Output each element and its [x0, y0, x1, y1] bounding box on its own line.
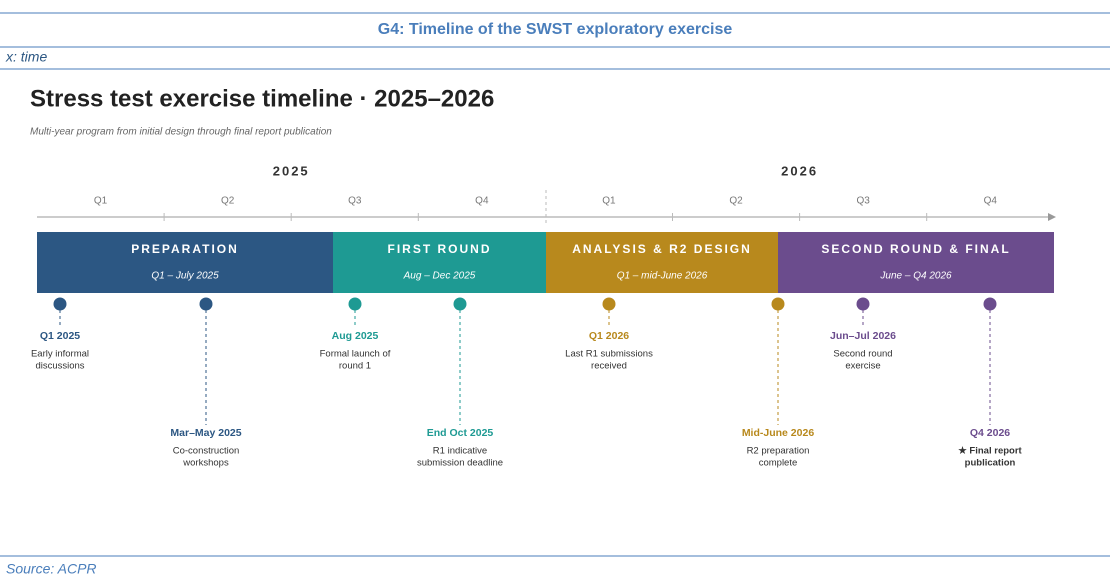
- milestone-dot: [983, 297, 997, 311]
- quarter-label: Q4: [475, 196, 489, 207]
- milestone-text: R2 preparation: [747, 446, 810, 457]
- milestone-dot: [856, 297, 870, 311]
- phase-period: Q1 – mid-June 2026: [617, 271, 708, 282]
- phase-name: SECOND ROUND & FINAL: [821, 242, 1010, 256]
- milestone-text: Formal launch of: [320, 349, 391, 360]
- milestone-text: publication: [965, 458, 1016, 469]
- quarter-label: Q3: [348, 196, 362, 207]
- year-label: 2026: [781, 163, 818, 178]
- year-label: 2025: [273, 163, 310, 178]
- diagram-title: Stress test exercise timeline · 2025–202…: [30, 85, 494, 112]
- quarter-label: Q3: [856, 196, 870, 207]
- axis-arrow: [1048, 213, 1056, 221]
- phase-name: ANALYSIS & R2 DESIGN: [572, 242, 752, 256]
- milestone-date: Q4 2026: [970, 427, 1010, 439]
- milestone-text: R1 indicative: [433, 446, 487, 457]
- milestone-dot: [453, 297, 467, 311]
- milestone-text: exercise: [845, 361, 880, 372]
- milestone-date: End Oct 2025: [427, 427, 494, 439]
- milestone-text: complete: [759, 458, 798, 469]
- quarter-label: Q4: [984, 196, 998, 207]
- milestone-date: Aug 2025: [332, 330, 379, 342]
- phase-name: FIRST ROUND: [388, 242, 492, 256]
- milestone-date: Mar–May 2025: [170, 427, 241, 439]
- source: Source: ACPR: [6, 561, 97, 575]
- quarter-label: Q2: [729, 196, 743, 207]
- milestone-text: discussions: [35, 361, 84, 372]
- milestone-date: Q1 2026: [589, 330, 629, 342]
- diagram-subtitle: Multi-year program from initial design t…: [30, 127, 332, 138]
- milestone-date: Mid-June 2026: [742, 427, 815, 439]
- milestone-dot: [602, 297, 616, 311]
- milestone-text: workshops: [182, 458, 229, 469]
- milestone-dot: [53, 297, 67, 311]
- milestone-text: round 1: [339, 361, 371, 372]
- milestone-dot: [348, 297, 362, 311]
- milestone-text: Second round: [833, 349, 892, 360]
- milestone-text: submission deadline: [417, 458, 503, 469]
- phase-name: PREPARATION: [131, 242, 239, 256]
- phase-period: Aug – Dec 2025: [403, 271, 476, 282]
- milestone-text: Co-construction: [173, 446, 240, 457]
- phase-bar: [333, 232, 546, 293]
- phase-bar: [546, 232, 778, 293]
- milestone-text: Last R1 submissions: [565, 349, 653, 360]
- milestone-text: Early informal: [31, 349, 89, 360]
- phase-period: Q1 – July 2025: [151, 271, 219, 282]
- milestone-date: Q1 2025: [40, 330, 80, 342]
- phase-bar: [37, 232, 333, 293]
- milestone-dot: [771, 297, 785, 311]
- axis-note: x: time: [5, 49, 47, 65]
- quarter-label: Q2: [221, 196, 235, 207]
- phase-period: June – Q4 2026: [879, 271, 952, 282]
- phase-bar: [778, 232, 1054, 293]
- milestone-date: Jun–Jul 2026: [830, 330, 896, 342]
- milestone-text: received: [591, 361, 627, 372]
- quarter-label: Q1: [602, 196, 616, 207]
- milestone-text: ★ Final report: [958, 446, 1022, 457]
- quarter-label: Q1: [94, 196, 108, 207]
- milestone-dot: [199, 297, 213, 311]
- header-title: G4: Timeline of the SWST exploratory exe…: [378, 21, 733, 38]
